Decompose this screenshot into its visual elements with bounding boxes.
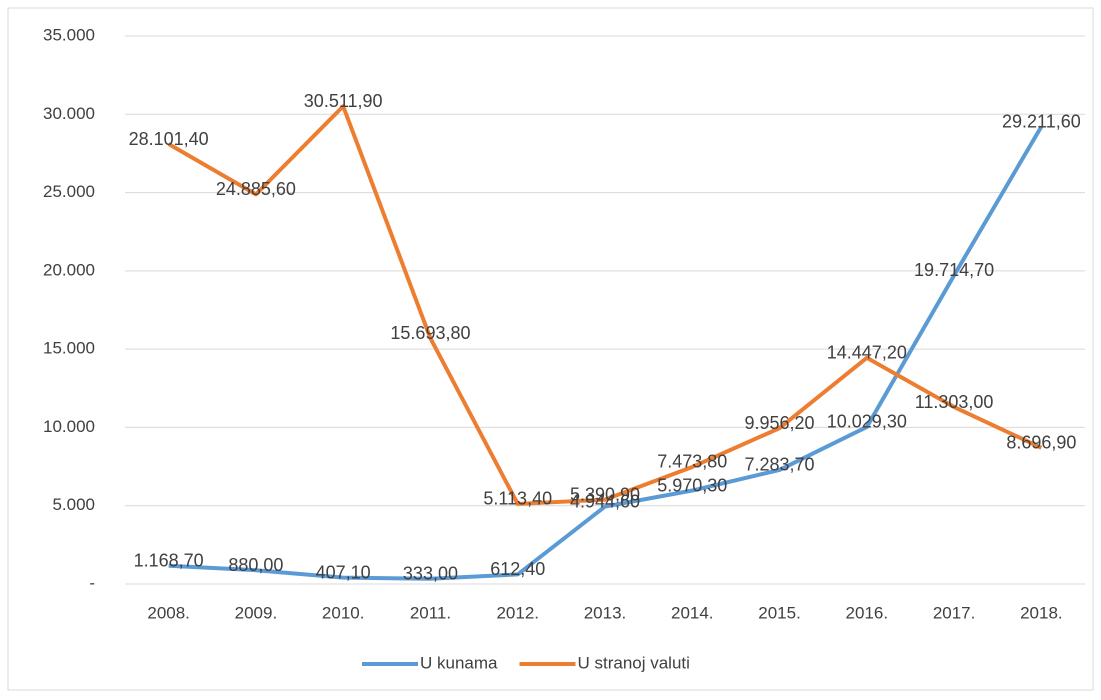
y-tick-label: 30.000 (43, 104, 95, 123)
legend-label: U stranoj valuti (577, 653, 689, 672)
x-tick-label: 2018. (1020, 603, 1063, 622)
y-tick-label: 25.000 (43, 182, 95, 201)
data-label: 29.211,60 (1002, 111, 1081, 131)
data-label: 407,10 (316, 562, 371, 582)
x-tick-label: 2011. (410, 603, 451, 622)
data-label: 30.511,90 (304, 91, 383, 111)
data-label: 11.303,00 (915, 392, 994, 412)
x-tick-label: 2016. (846, 603, 889, 622)
y-tick-label: 10.000 (43, 417, 95, 436)
data-label: 1.168,70 (134, 550, 204, 570)
x-tick-label: 2017. (933, 603, 976, 622)
data-label: 5.113,40 (483, 489, 552, 509)
x-tick-label: 2014. (671, 603, 714, 622)
y-tick-label: 20.000 (43, 260, 95, 279)
data-label: 28.101,40 (129, 129, 209, 149)
data-label: 7.283,70 (745, 455, 815, 475)
data-label: 333,00 (403, 564, 458, 584)
x-tick-label: 2012. (496, 603, 539, 622)
data-label: 19.714,70 (914, 260, 994, 280)
data-label: 880,00 (228, 555, 283, 575)
y-tick-label: 35.000 (43, 25, 95, 44)
x-tick-label: 2008. (147, 603, 190, 622)
data-label: 15.693,80 (390, 323, 470, 343)
data-label: 612,40 (490, 559, 545, 579)
x-tick-label: 2009. (235, 603, 278, 622)
y-tick-label: - (89, 573, 95, 592)
data-label: 9.956,20 (745, 413, 815, 433)
data-label: 7.473,80 (657, 452, 727, 472)
data-label: 24.885,60 (216, 179, 296, 199)
x-tick-label: 2013. (584, 603, 627, 622)
legend-label: U kunama (420, 653, 498, 672)
data-label: 8.696,90 (1006, 433, 1076, 453)
x-tick-label: 2015. (758, 603, 801, 622)
x-tick-label: 2010. (322, 603, 365, 622)
y-tick-label: 5.000 (52, 495, 95, 514)
data-label: 10.029,30 (827, 412, 907, 432)
y-tick-label: 15.000 (43, 339, 95, 358)
data-label: 4.944,60 (570, 491, 640, 511)
series-line (167, 104, 1043, 506)
data-label: 5.390,90 (570, 484, 640, 504)
data-label: 5.970,30 (657, 475, 727, 495)
data-label: 14.447,20 (827, 343, 907, 363)
